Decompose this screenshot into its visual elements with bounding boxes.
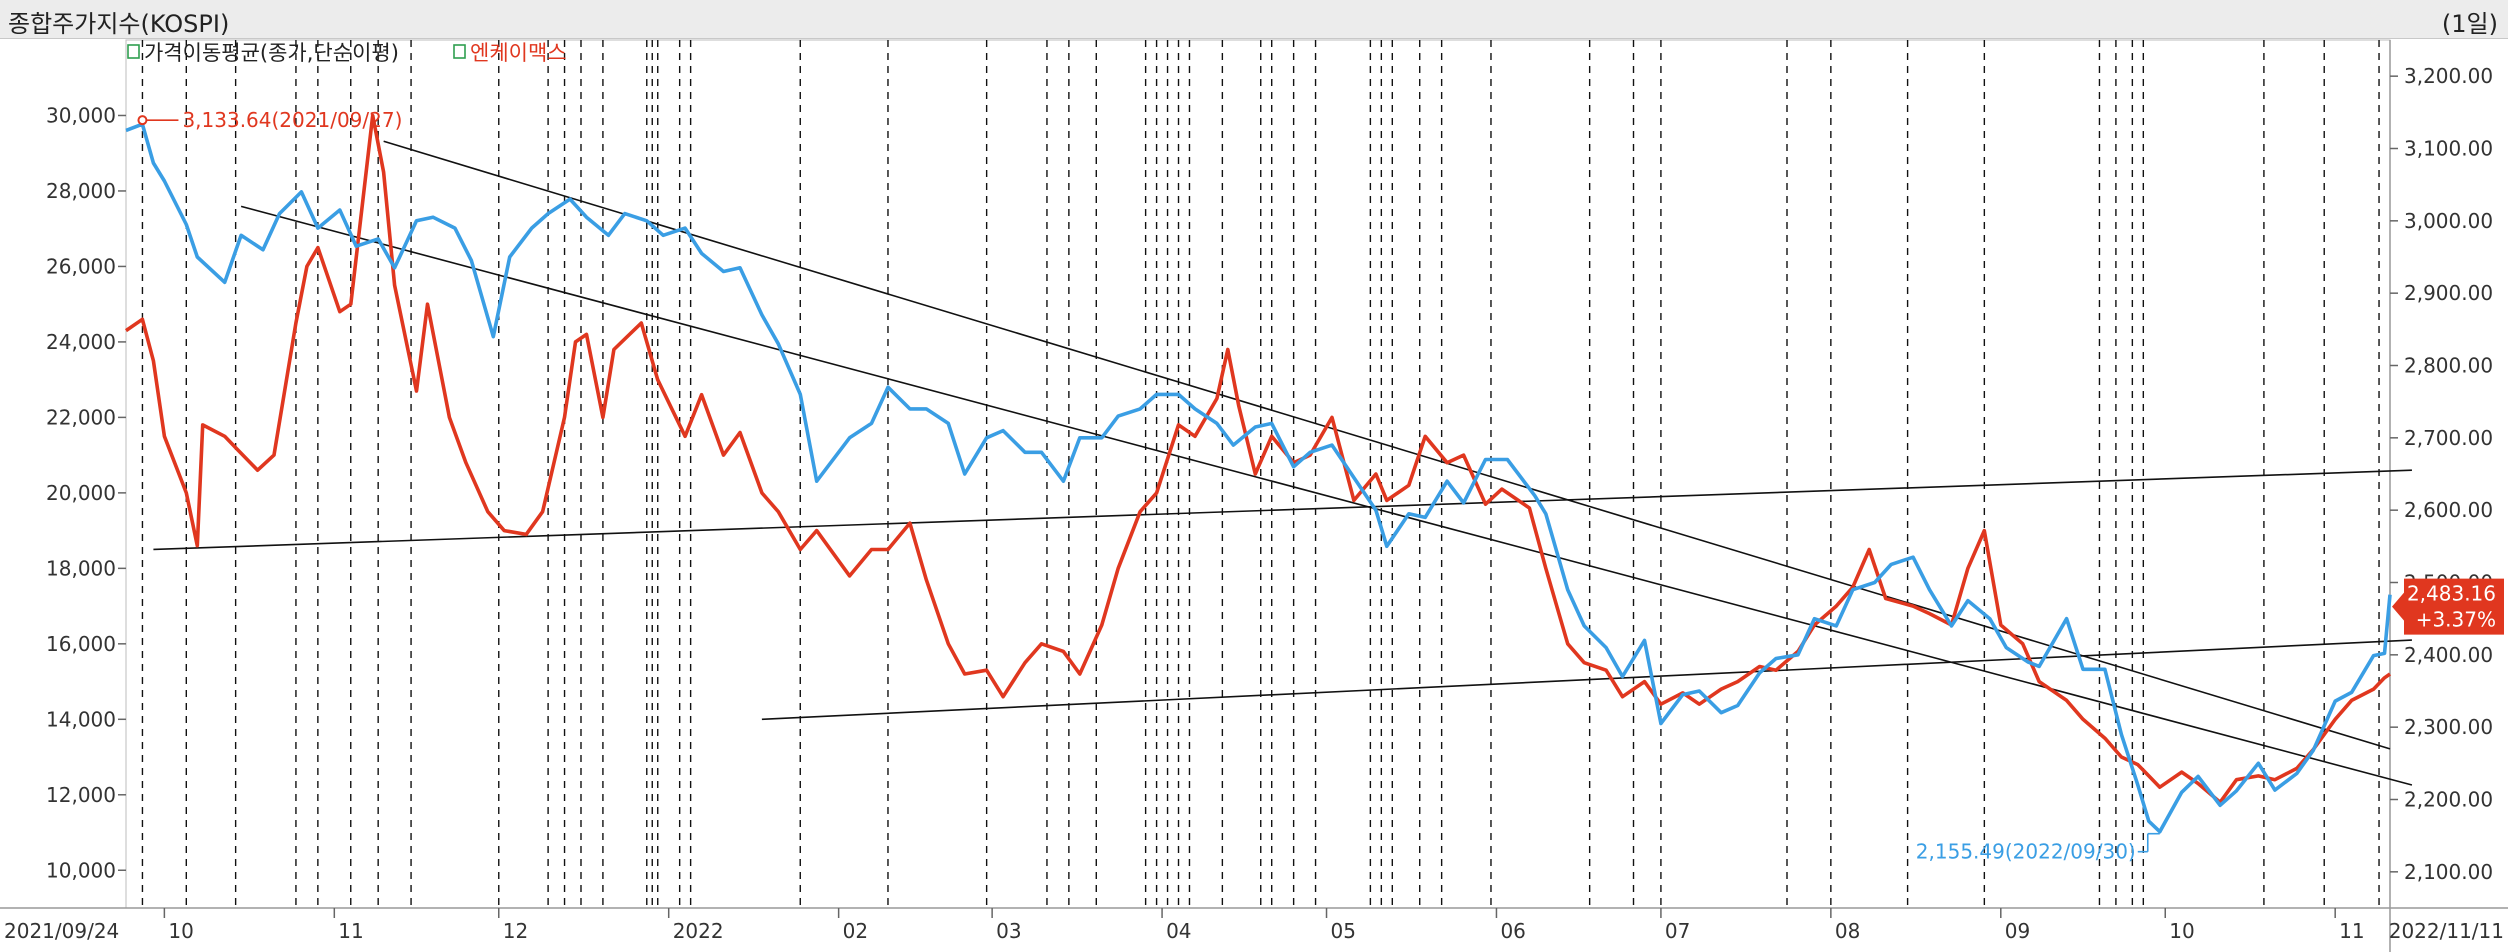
- x-axis-label: 06: [1500, 919, 1525, 943]
- event-lines: [141, 40, 2380, 908]
- right-axis-label: 2,800.00: [2404, 354, 2493, 378]
- left-axis-label: 22,000: [46, 405, 116, 429]
- x-axis-start-label: 2021/09/24: [4, 919, 119, 943]
- left-axis-label: 14,000: [46, 707, 116, 731]
- nkmax-line[interactable]: [124, 113, 2392, 805]
- right-axis-label: 2,400.00: [2404, 643, 2493, 667]
- right-axis-label: 2,600.00: [2404, 498, 2493, 522]
- left-axis-label: 10,000: [46, 858, 116, 882]
- x-axis-label: 12: [503, 919, 528, 943]
- x-axis-label: 10: [2169, 919, 2194, 943]
- right-axis-label: 3,200.00: [2404, 64, 2493, 88]
- x-axis-label: 03: [996, 919, 1021, 943]
- right-axis-label: 2,300.00: [2404, 715, 2493, 739]
- left-axis-label: 16,000: [46, 632, 116, 656]
- plot-area: [125, 39, 2391, 909]
- x-axis-label: 2022: [673, 919, 724, 943]
- legend-item-label: 가격이동평균(종가,단순이평): [144, 41, 399, 65]
- x-axis-label: 07: [1665, 919, 1690, 943]
- trendline: [153, 469, 2412, 551]
- x-axis-label: 09: [2005, 919, 2030, 943]
- x-axis-label: 08: [1835, 919, 1860, 943]
- right-axis-label: 2,900.00: [2404, 281, 2493, 305]
- chart-title: 종합주가지수(KOSPI): [8, 10, 230, 38]
- x-axis-label: 02: [843, 919, 868, 943]
- left-axis-label: 28,000: [46, 179, 116, 203]
- left-axis-label: 24,000: [46, 330, 116, 354]
- price-badge-shape: [2392, 578, 2504, 635]
- x-axis-label: 04: [1166, 919, 1191, 943]
- x-axis-label: 11: [2339, 919, 2364, 943]
- price-badge: 2,483.16+3.37%: [2392, 578, 2504, 635]
- left-axis-label: 18,000: [46, 556, 116, 580]
- left-axis-label: 26,000: [46, 254, 116, 278]
- trendline: [761, 639, 2412, 721]
- price-badge-value: 2,483.16: [2407, 582, 2496, 606]
- legend-marker[interactable]: [127, 44, 140, 59]
- high-marker: [137, 115, 148, 126]
- legend-marker[interactable]: [453, 44, 466, 59]
- x-axis-label: 05: [1331, 919, 1356, 943]
- x-axis-end-label: 2022/11/11: [2389, 919, 2504, 943]
- right-axis-label: 3,000.00: [2404, 209, 2493, 233]
- right-axis-label: 3,100.00: [2404, 137, 2493, 161]
- x-axis-label: 11: [338, 919, 363, 943]
- trendline: [383, 140, 2391, 750]
- right-axis-label: 2,700.00: [2404, 426, 2493, 450]
- price-badge-change: +3.37%: [2416, 608, 2496, 632]
- title-bar: 종합주가지수(KOSPI) (1일): [0, 0, 2508, 39]
- low-annotation: 2,155.49(2022/09/30): [1916, 840, 2136, 864]
- high-annotation: 3,133.64(2021/09/27): [182, 108, 402, 132]
- x-axis-label: 10: [168, 919, 193, 943]
- right-axis-label: 2,100.00: [2404, 860, 2493, 884]
- right-axis-label: 2,200.00: [2404, 788, 2493, 812]
- left-axis-label: 20,000: [46, 481, 116, 505]
- left-axis-label: 30,000: [46, 103, 116, 127]
- period-selector[interactable]: (1일): [2441, 10, 2498, 38]
- legend: 가격이동평균(종가,단순이평) 엔케이맥스: [127, 41, 567, 65]
- legend-item-label: 엔케이맥스: [470, 41, 567, 65]
- kospi-line[interactable]: [125, 122, 2392, 834]
- left-axis-label: 12,000: [46, 783, 116, 807]
